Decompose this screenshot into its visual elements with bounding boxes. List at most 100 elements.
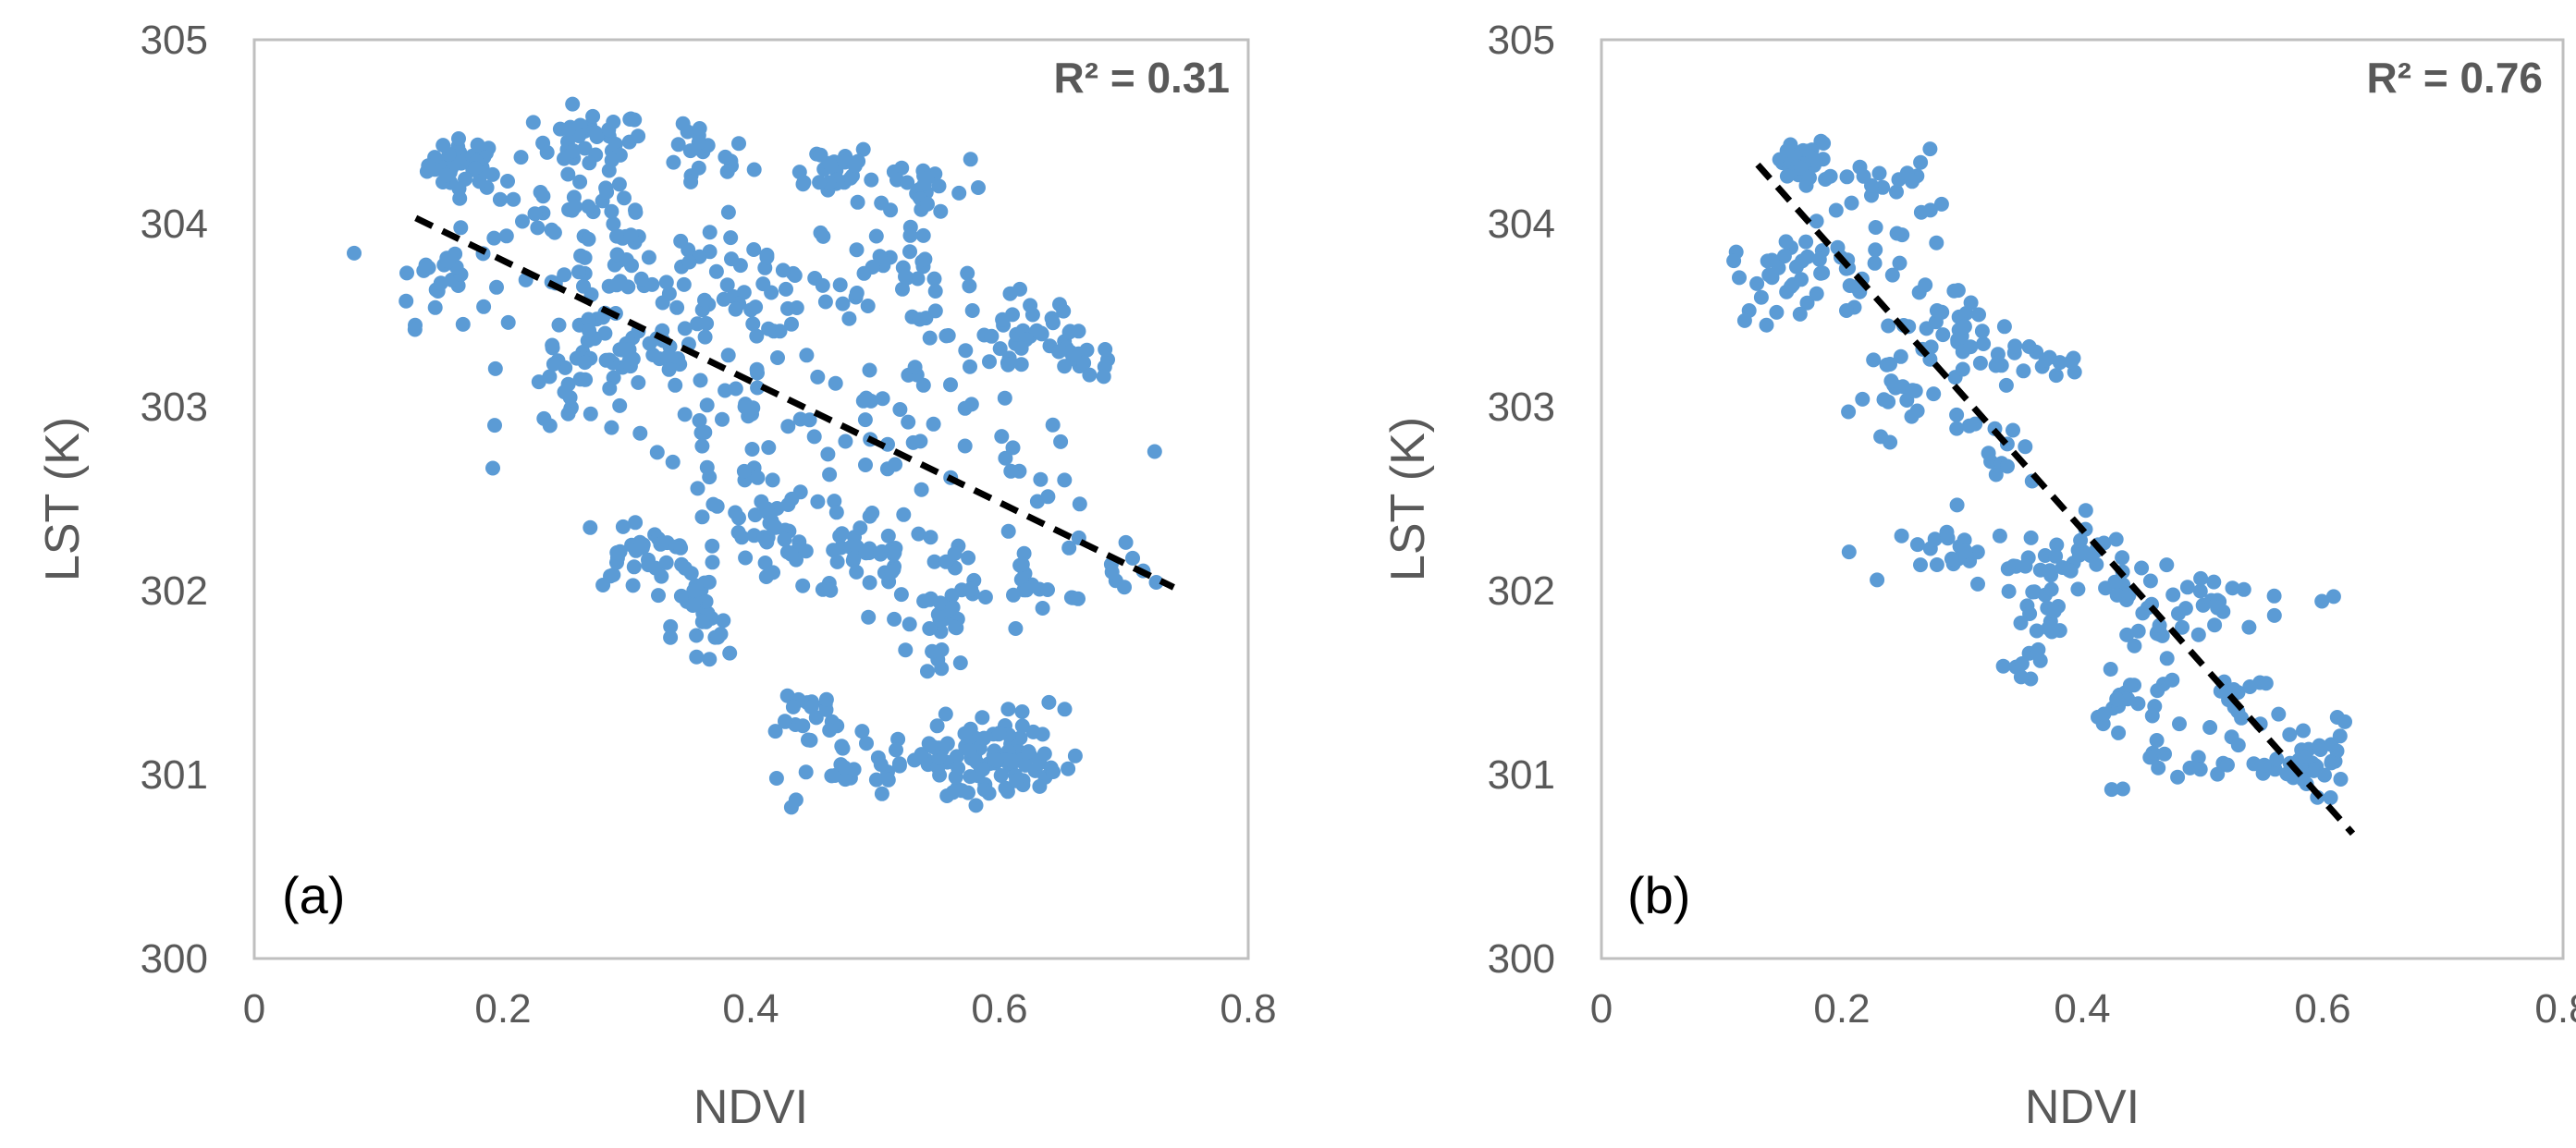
scatter-point bbox=[759, 534, 775, 550]
scatter-point bbox=[1870, 572, 1885, 588]
scatter-point bbox=[1893, 348, 1908, 364]
scatter-point bbox=[975, 710, 990, 726]
scatter-point bbox=[2190, 627, 2206, 642]
scatter-point bbox=[1839, 303, 1854, 318]
scatter-point bbox=[927, 284, 943, 299]
scatter-point bbox=[1795, 253, 1809, 269]
scatter-point bbox=[925, 643, 940, 659]
scatter-point bbox=[1147, 444, 1162, 459]
scatter-point bbox=[828, 505, 844, 520]
scatter-point bbox=[1732, 270, 1747, 286]
scatter-point bbox=[2142, 750, 2158, 765]
scatter-point bbox=[981, 786, 997, 801]
scatter-point bbox=[919, 170, 935, 186]
scatter-point bbox=[675, 116, 691, 131]
scatter-point bbox=[1117, 580, 1132, 595]
scatter-point bbox=[1876, 392, 1892, 408]
scatter-point bbox=[587, 125, 603, 140]
scatter-point bbox=[1014, 704, 1030, 719]
scatter-point bbox=[583, 519, 598, 535]
scatter-point bbox=[803, 700, 819, 714]
x-axis-ticks: 0 0.2 0.4 0.6 0.8 bbox=[1590, 986, 2576, 1032]
scatter-point bbox=[1894, 528, 1909, 543]
scatter-point bbox=[750, 365, 765, 381]
scatter-point bbox=[995, 311, 1011, 327]
scatter-point bbox=[834, 526, 850, 542]
scatter-point bbox=[1045, 417, 1061, 433]
scatter-point bbox=[1899, 165, 1915, 181]
scatter-point bbox=[964, 303, 980, 318]
scatter-point bbox=[1002, 286, 1018, 301]
scatter-point bbox=[606, 216, 621, 232]
scatter-point bbox=[934, 661, 950, 677]
scatter-point bbox=[663, 618, 679, 634]
scatter-point bbox=[705, 538, 720, 554]
scatter-point bbox=[2323, 790, 2338, 805]
scatter-point bbox=[641, 250, 656, 265]
scatter-point bbox=[2000, 458, 2015, 474]
scatter-point bbox=[649, 445, 665, 460]
scatter-point bbox=[913, 434, 928, 449]
scatter-point bbox=[1813, 265, 1829, 281]
scatter-point bbox=[1014, 556, 1030, 572]
scatter-point bbox=[2282, 727, 2298, 742]
scatter-point bbox=[777, 531, 792, 547]
y-tick-label: 301 bbox=[141, 752, 208, 798]
scatter-point bbox=[1018, 757, 1034, 773]
scatter-point bbox=[673, 588, 689, 604]
scatter-point bbox=[802, 412, 817, 428]
y-tick-label: 304 bbox=[1488, 202, 1555, 247]
scatter-point bbox=[486, 230, 502, 246]
scatter-point bbox=[1839, 169, 1855, 185]
scatter-point bbox=[902, 227, 918, 243]
scatter-point bbox=[846, 551, 862, 567]
scatter-point bbox=[689, 628, 705, 643]
scatter-point bbox=[837, 760, 853, 776]
x-axis-ticks: 0 0.2 0.4 0.6 0.8 bbox=[243, 986, 1277, 1032]
scatter-point bbox=[826, 543, 841, 558]
scatter-point bbox=[1933, 196, 1949, 212]
scatter-point bbox=[838, 772, 853, 788]
trendline bbox=[414, 214, 1175, 591]
scatter-point bbox=[2048, 548, 2064, 564]
scatter-point bbox=[485, 166, 500, 182]
scatter-point bbox=[1005, 440, 1021, 456]
scatter-point bbox=[2016, 363, 2031, 379]
scatter-point bbox=[823, 582, 839, 598]
scatter-point bbox=[1867, 255, 1883, 271]
scatter-point bbox=[883, 202, 899, 218]
scatter-point bbox=[2337, 714, 2352, 729]
scatter-point bbox=[1065, 590, 1081, 605]
scatter-point bbox=[1148, 575, 1164, 590]
scatter-point bbox=[1118, 534, 1134, 550]
panel-label: (b) bbox=[1627, 866, 1690, 924]
scatter-point bbox=[1884, 267, 1900, 283]
scatter-point bbox=[1019, 582, 1035, 598]
y-axis-ticks: 300 301 302 303 304 305 bbox=[141, 18, 208, 982]
scatter-point bbox=[631, 128, 646, 144]
scatter-point bbox=[683, 174, 699, 189]
y-tick-label: 301 bbox=[1488, 752, 1555, 798]
scatter-point bbox=[1016, 545, 1032, 561]
scatter-point bbox=[709, 498, 725, 514]
scatter-point bbox=[810, 494, 826, 509]
scatter-point bbox=[784, 316, 799, 332]
scatter-point bbox=[798, 764, 814, 780]
scatter-point bbox=[1881, 318, 1896, 334]
scatter-point bbox=[1922, 141, 1938, 157]
scatter-point bbox=[855, 141, 871, 157]
scatter-point bbox=[2258, 676, 2274, 691]
scatter-point bbox=[697, 329, 713, 345]
scatter-point bbox=[2096, 706, 2112, 722]
scatter-point bbox=[602, 381, 618, 397]
scatter-point bbox=[500, 174, 515, 189]
scatter-point bbox=[566, 143, 582, 159]
scatter-point bbox=[689, 649, 705, 665]
scatter-point bbox=[788, 792, 803, 808]
scatter-point bbox=[2038, 352, 2054, 368]
scatter-point bbox=[1098, 342, 1113, 357]
scatter-point bbox=[718, 149, 733, 165]
scatter-point bbox=[2170, 769, 2186, 785]
scatter-point bbox=[795, 578, 811, 593]
scatter-point bbox=[642, 336, 657, 351]
